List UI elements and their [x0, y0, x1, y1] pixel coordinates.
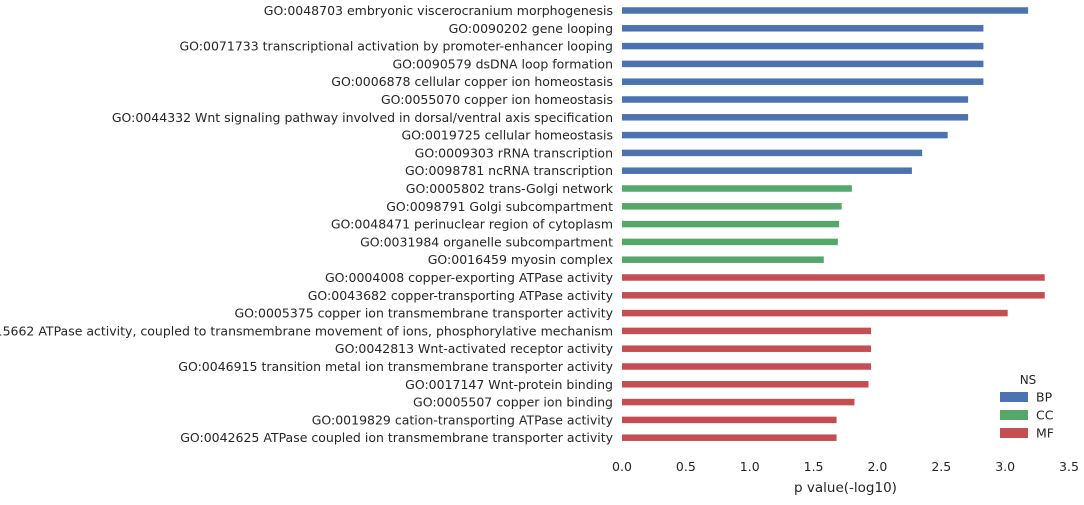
legend: NS BP CC MF — [1000, 373, 1054, 441]
bar-8 — [622, 149, 923, 157]
x-tick-label: 2.5 — [931, 459, 951, 474]
category-label: GO:0071733 transcriptional activation by… — [180, 39, 614, 54]
x-axis-ticks: 0.0 0.5 1.0 1.5 2.0 2.5 3.0 3.5 — [612, 459, 1079, 474]
legend-swatch-cc — [1000, 410, 1028, 420]
category-label: GO:0005507 copper ion binding — [413, 395, 613, 410]
category-label: GO:0043682 copper-transporting ATPase ac… — [308, 288, 614, 303]
category-label: GO:0031984 organelle subcompartment — [360, 234, 613, 249]
bar-6 — [622, 114, 969, 121]
category-label: GO:0009303 rRNA transcription — [415, 145, 613, 160]
bar-7 — [622, 131, 948, 139]
category-label: GO:0017147 Wnt-protein binding — [405, 377, 613, 392]
legend-swatch-mf — [1000, 428, 1028, 438]
bar-23 — [622, 416, 837, 424]
bar-9 — [622, 167, 912, 174]
bar-12 — [622, 220, 840, 228]
bar-24 — [622, 434, 837, 441]
bar-14 — [622, 256, 824, 263]
x-tick-label: 0.0 — [612, 459, 632, 474]
category-label: GO:0090579 dsDNA loop formation — [392, 56, 613, 71]
legend-label: BP — [1036, 390, 1053, 405]
category-label: GO:0042625 ATPase coupled ion transmembr… — [180, 430, 613, 445]
category-label: GO:0042813 Wnt-activated receptor activi… — [335, 341, 614, 356]
category-label: GO:0005375 copper ion transmembrane tran… — [234, 306, 613, 321]
bar-15 — [622, 274, 1045, 281]
category-label: GO:0015662 ATPase activity, coupled to t… — [0, 323, 613, 338]
bar-21 — [622, 381, 869, 388]
category-label: GO:0098791 Golgi subcompartment — [386, 199, 613, 214]
x-tick-label: 3.5 — [1059, 459, 1079, 474]
x-tick-label: 2.0 — [867, 459, 887, 474]
legend-swatch-bp — [1000, 392, 1028, 402]
bars-layer — [622, 7, 1045, 441]
category-label: GO:0004008 copper-exporting ATPase activ… — [325, 270, 614, 285]
category-label: GO:0048471 perinuclear region of cytopla… — [331, 217, 613, 232]
bar-20 — [622, 363, 872, 370]
bar-1 — [622, 25, 984, 32]
category-label: GO:0048703 embryonic viscerocranium morp… — [264, 3, 613, 18]
bar-22 — [622, 398, 855, 406]
x-axis-title: p value(-log10) — [794, 480, 897, 496]
bar-0 — [622, 7, 1029, 14]
bar-3 — [622, 60, 984, 68]
category-label: GO:0006878 cellular copper ion homeostas… — [331, 74, 613, 89]
bar-11 — [622, 203, 842, 210]
category-label: GO:0098781 ncRNA transcription — [405, 163, 613, 178]
category-labels: GO:0048703 embryonic viscerocranium morp… — [0, 3, 614, 445]
bar-4 — [622, 78, 984, 85]
x-tick-label: 0.5 — [676, 459, 696, 474]
bar-2 — [622, 42, 984, 50]
bar-16 — [622, 292, 1045, 299]
bar-19 — [622, 345, 872, 352]
bar-18 — [622, 327, 872, 335]
x-tick-label: 1.5 — [804, 459, 824, 474]
category-label: GO:0044332 Wnt signaling pathway involve… — [112, 110, 613, 125]
category-label: GO:0019829 cation-transporting ATPase ac… — [312, 412, 614, 427]
bar-13 — [622, 238, 838, 246]
category-label: GO:0016459 myosin complex — [428, 252, 613, 267]
legend-label: CC — [1036, 408, 1054, 423]
x-tick-label: 1.0 — [740, 459, 760, 474]
legend-label: MF — [1036, 426, 1054, 441]
bar-17 — [622, 309, 1008, 317]
category-label: GO:0046915 transition metal ion transmem… — [178, 359, 613, 374]
x-tick-label: 3.0 — [995, 459, 1015, 474]
legend-title: NS — [1020, 373, 1037, 387]
bar-10 — [622, 185, 852, 192]
category-label: GO:0019725 cellular homeostasis — [402, 128, 614, 143]
category-label: GO:0090202 gene looping — [449, 21, 613, 36]
category-label: GO:0005802 trans-Golgi network — [406, 181, 614, 196]
bar-5 — [622, 96, 969, 103]
category-label: GO:0055070 copper ion homeostasis — [381, 92, 613, 107]
